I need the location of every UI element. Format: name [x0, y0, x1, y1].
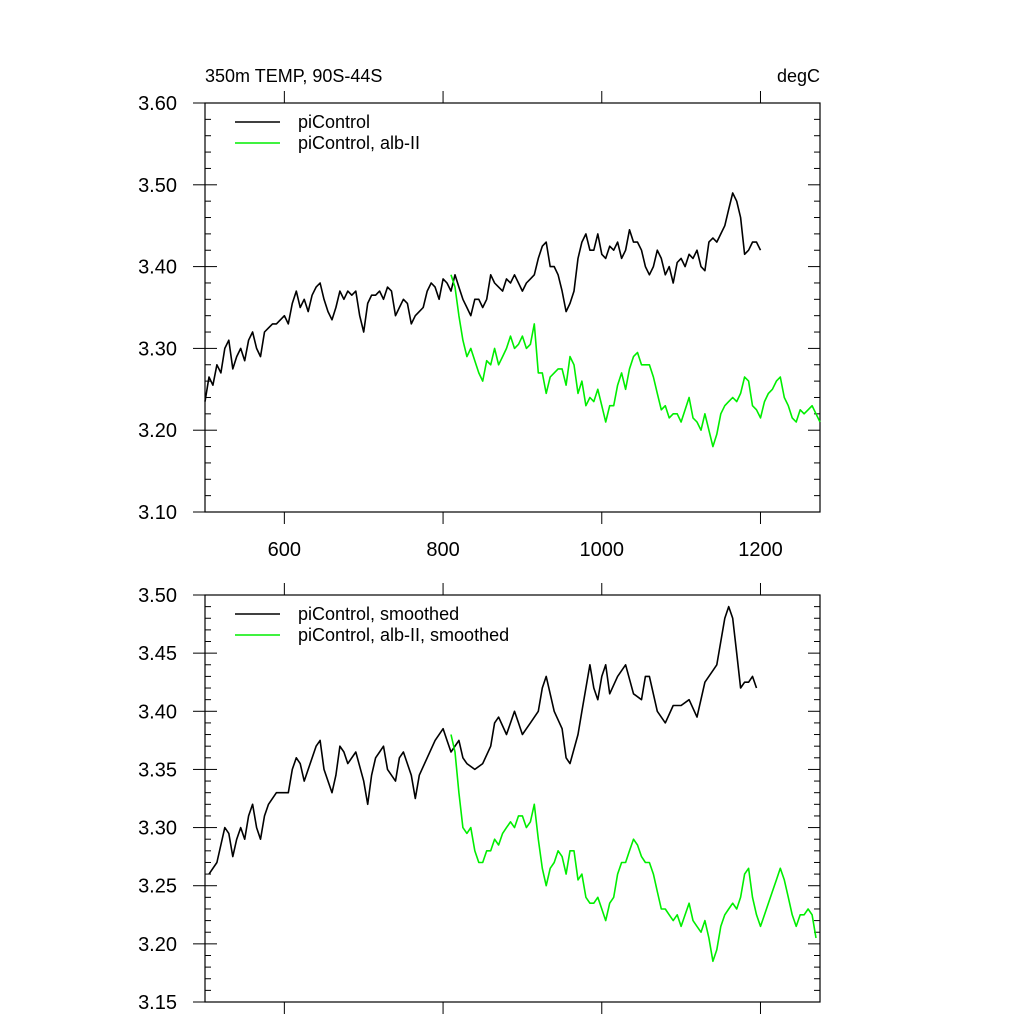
- y-tick-label: 3.30: [138, 818, 177, 840]
- y-tick-label: 3.15: [138, 992, 177, 1014]
- y-tick-label: 3.25: [138, 876, 177, 898]
- series-line-alb-ii: [450, 274, 821, 448]
- units-label: degC: [777, 66, 820, 86]
- y-tick-label: 3.40: [138, 257, 177, 279]
- chart-title: 350m TEMP, 90S-44S: [205, 66, 382, 86]
- y-tick-label: 3.20: [138, 934, 177, 956]
- plot-frame: [204, 102, 821, 513]
- x-tick-label: 1000: [580, 539, 625, 561]
- y-tick-label: 3.50: [138, 175, 177, 197]
- y-tick-label: 3.35: [138, 759, 177, 781]
- y-tick-label: 3.50: [138, 585, 177, 607]
- y-tick-label: 3.45: [138, 643, 177, 665]
- legend-label: piControl, smoothed: [298, 604, 459, 624]
- y-tick-label: 3.10: [138, 502, 177, 524]
- series-line-picontrol: [204, 192, 762, 402]
- y-tick-label: 3.40: [138, 701, 177, 723]
- legend-label: piControl, alb-II, smoothed: [298, 625, 509, 645]
- y-tick-label: 3.60: [138, 93, 177, 115]
- y-tick-label: 3.30: [138, 338, 177, 360]
- plot-frame: [204, 594, 821, 1003]
- top-panel: 3.10 3.20 3.30 3.40 3.50 3.60 600 800 1000 1200 pi…: [138, 91, 821, 561]
- x-tick-label: 1200: [738, 539, 783, 561]
- x-tick-label: 800: [426, 539, 459, 561]
- y-tick-label: 3.20: [138, 420, 177, 442]
- series-line-alb-ii: [450, 734, 817, 963]
- legend-label: piControl: [298, 112, 370, 132]
- legend-label: piControl, alb-II: [298, 133, 420, 153]
- x-tick-label: 600: [268, 539, 301, 561]
- bottom-panel: 3.15 3.20 3.25 3.30 3.35 3.40 3.45 3.50 piContro…: [138, 583, 821, 1014]
- series-line-picontrol: [208, 605, 758, 875]
